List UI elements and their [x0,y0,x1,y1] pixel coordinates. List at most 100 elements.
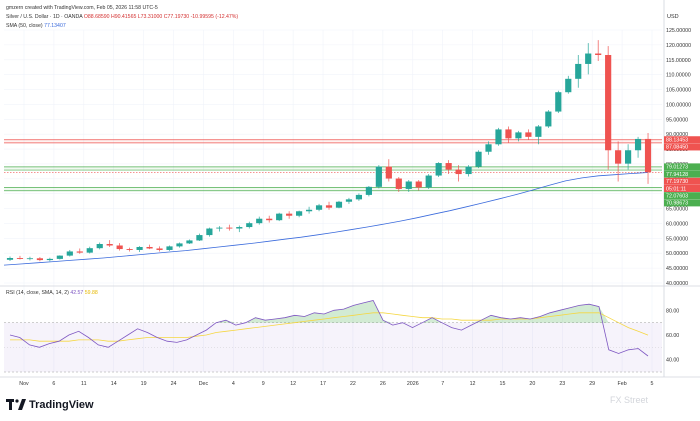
candle-body [385,166,392,179]
x-tick-label: 23 [559,381,565,387]
candle [6,256,14,261]
price-zone [4,139,662,143]
candle [545,110,552,128]
candle-body [615,150,622,164]
candle-body [545,111,552,127]
candle [625,144,632,170]
candle [66,249,73,257]
price-zone [4,166,662,171]
candle [605,46,612,170]
candle [216,226,223,232]
candle-body [296,211,303,216]
price-badge-label: 77.19730 [666,179,688,185]
y-tick-label: 95.00000 [666,117,688,123]
y-tick-label: 100.00000 [666,102,691,108]
rsi-overbought-fill [10,300,648,323]
x-tick-label: 2026 [407,381,419,387]
candle-body [425,175,432,188]
candle-body [116,245,123,250]
candle-body [196,235,203,241]
sma-value: 77.13407 [44,23,66,29]
candle-body [305,209,313,212]
candle [56,255,63,260]
rsi-tick-label: 60.00 [666,333,679,339]
rsi-tick-label: 80.00 [666,308,679,314]
price-badge-bg [664,184,700,192]
rsi-value: 42.57 [70,290,84,296]
candle-body [26,258,34,260]
rsi-legend[interactable]: RSI (14, close, SMA, 14, 2) 42.57 59.88 [6,290,98,296]
candle [435,162,442,178]
price-badge-label: 87.08450 [666,145,688,151]
x-tick-label: Nov [19,381,29,387]
tradingview-logo[interactable]: TradingView [6,399,94,411]
symbol-text: Silver / U.S. Dollar · 1D · OANDA [6,14,83,20]
candle-body [345,199,353,202]
candle [256,216,263,225]
sma-legend[interactable]: SMA (50, close) 77.13407 [6,23,66,29]
ohlc-legend[interactable]: Silver / U.S. Dollar · 1D · OANDA O88.68… [6,14,238,20]
candle-body [6,257,14,260]
candle [575,55,582,88]
y-tick-label: 115.00000 [666,58,691,64]
price-badge: 72.07603 [664,192,700,199]
candle [36,257,43,262]
x-tick-label: 22 [350,381,356,387]
rsi-sma-value: 59.88 [84,290,98,296]
candle-body [36,258,43,261]
sma-line-group [3,172,649,266]
x-tick-label: Dec [199,381,209,387]
candle-body [226,227,233,229]
candle-body [525,132,532,137]
candle [365,185,372,197]
candle [485,141,492,155]
candle-body [266,218,273,221]
candle-body [176,243,183,247]
x-tick-label: 19 [141,381,147,387]
candle-body [405,181,412,189]
grid [4,29,662,372]
candle [236,225,243,233]
candle [335,200,343,209]
candle [166,245,173,251]
candle-body [156,248,163,250]
candle-body [395,178,402,189]
candle-body [86,248,93,253]
currency-label: USD [667,14,679,20]
candle-body [236,227,243,229]
y-tick-label: 55.00000 [666,236,688,242]
candle [585,43,592,75]
candle-body [315,205,323,210]
watermark: FX Street [610,395,649,405]
price-badge-bg [664,199,700,207]
candle-body [206,228,213,236]
price-badge-label: 77.94128 [666,172,688,178]
candle [415,180,422,191]
y-tick-label: 110.00000 [666,73,691,79]
footer: TradingView [0,397,700,421]
price-badge-label: 70.98673 [666,201,688,207]
candle [644,132,652,184]
y-tick-label: 105.00000 [666,88,691,94]
candle-body [535,126,542,137]
candle [305,206,313,214]
candle [375,165,382,189]
candle [475,150,482,169]
price-badge: 77.94128 [664,170,700,178]
candles [6,40,652,262]
candle [86,246,93,254]
rsi-line [9,300,649,357]
candle-body [555,92,562,112]
y-tick-label: 125.00000 [666,28,691,34]
rsi-sma-line [10,312,649,342]
candle-body [575,63,582,79]
candle [206,227,213,237]
x-tick-label: 24 [171,381,177,387]
candle-body [445,163,452,170]
chart-canvas[interactable]: 125.00000 120.00000 115.00000 110.00000 105.… [0,0,700,397]
candle-body [495,129,502,145]
candle-body [246,223,253,228]
candle [445,160,452,175]
y-tick-label: 45.00000 [666,266,688,272]
candle-body [505,129,512,139]
